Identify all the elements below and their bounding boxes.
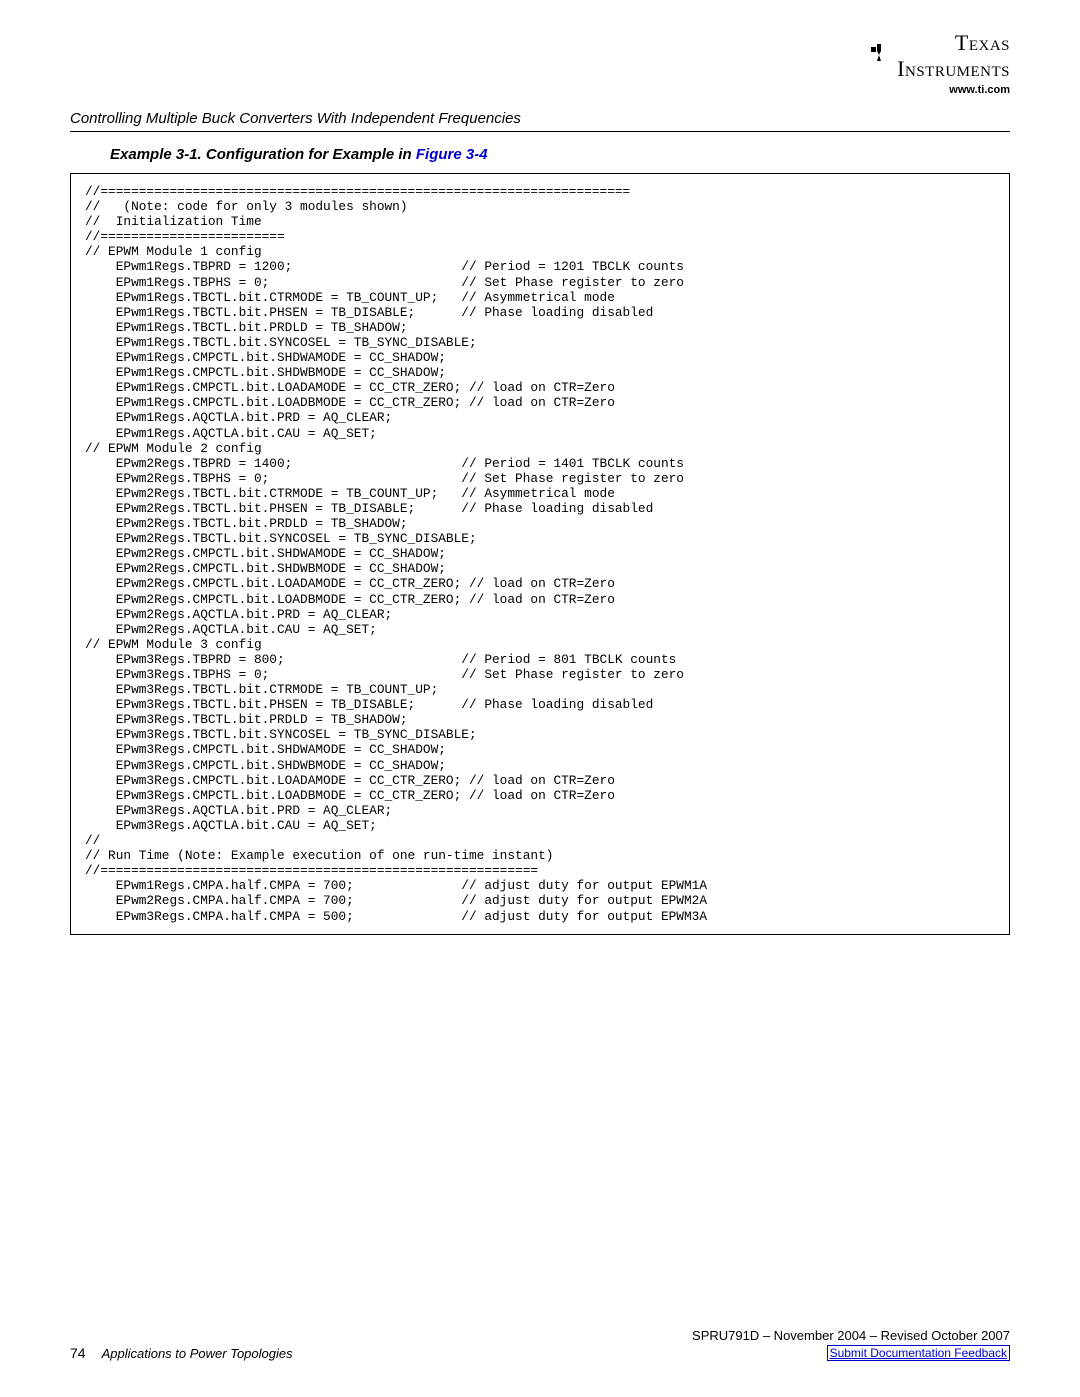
section-title: Controlling Multiple Buck Converters Wit…	[70, 110, 1010, 132]
footer-doc-title: Applications to Power Topologies	[102, 1346, 293, 1361]
code-listing-box: //======================================…	[70, 173, 1010, 935]
footer-doc-id: SPRU791D – November 2004 – Revised Octob…	[692, 1328, 1010, 1343]
ti-logo-icon	[867, 41, 891, 71]
example-title: Example 3-1. Configuration for Example i…	[110, 146, 1010, 163]
feedback-link[interactable]: Submit Documentation Feedback	[827, 1345, 1010, 1361]
page-footer: 74 Applications to Power Topologies SPRU…	[70, 1328, 1010, 1361]
ti-logo-block: Texas Instruments www.ti.com	[867, 30, 1010, 96]
code-listing: //======================================…	[85, 184, 995, 924]
example-title-prefix: Example 3-1. Configuration for Example i…	[110, 146, 416, 163]
ti-url[interactable]: www.ti.com	[867, 84, 1010, 96]
page-header: Texas Instruments www.ti.com	[70, 30, 1010, 100]
ti-logo-text: Texas Instruments	[897, 30, 1010, 82]
figure-link[interactable]: Figure 3-4	[416, 146, 488, 163]
page-number: 74	[70, 1345, 86, 1361]
